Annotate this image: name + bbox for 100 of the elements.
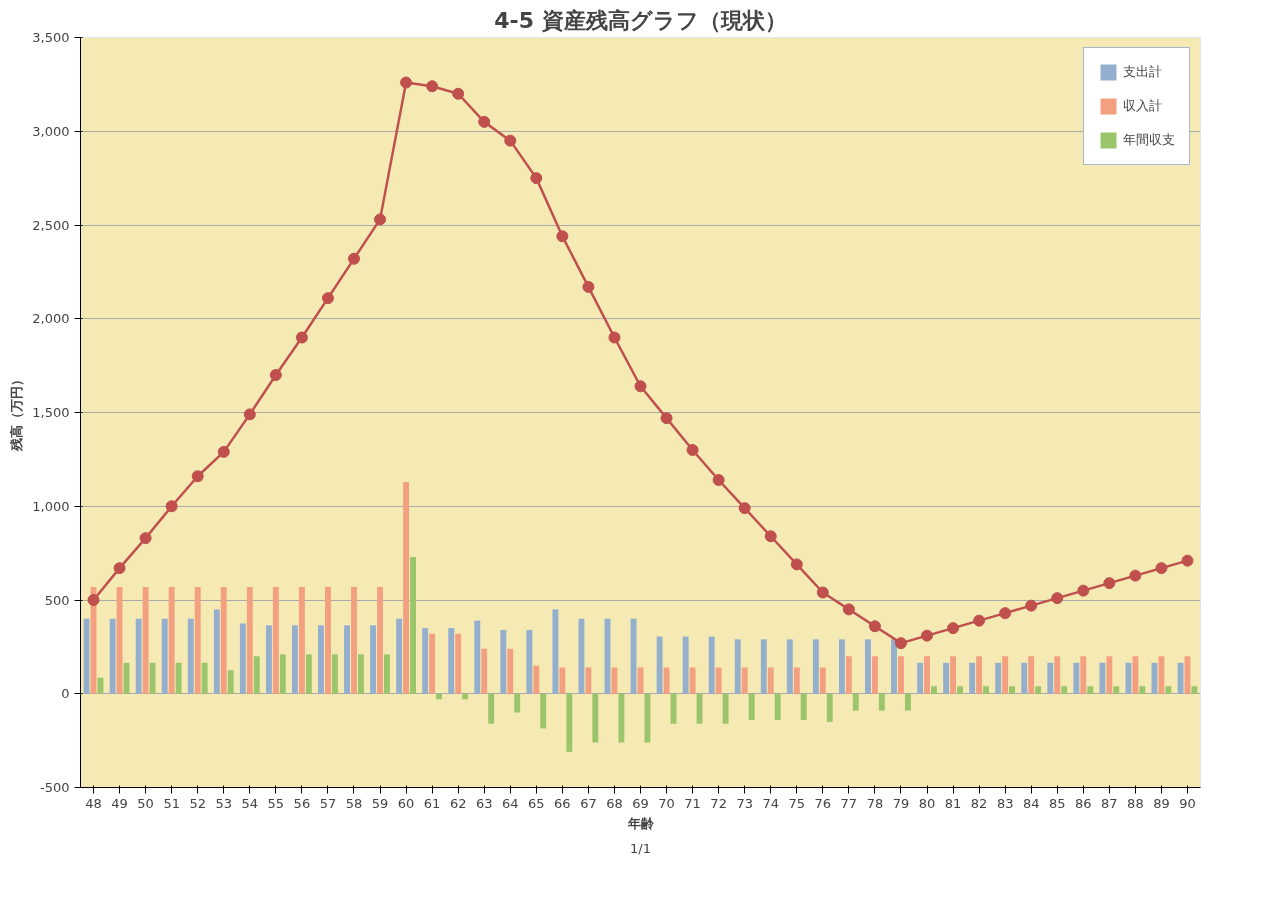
bar	[950, 656, 957, 694]
bar	[1028, 656, 1035, 694]
bar	[1021, 662, 1028, 694]
point	[894, 637, 907, 650]
bar	[187, 618, 194, 694]
bar	[1099, 662, 1106, 694]
bar	[142, 586, 149, 694]
bar	[852, 693, 859, 711]
bar	[1132, 656, 1139, 694]
bar	[878, 693, 885, 711]
point	[478, 115, 491, 128]
bar	[279, 654, 286, 694]
bar	[220, 586, 227, 694]
bar	[741, 667, 748, 694]
bar	[904, 693, 911, 711]
x-tick-label: 58	[345, 795, 363, 811]
point	[139, 532, 152, 545]
bar	[272, 586, 279, 694]
y-tick-label: 2,500	[32, 217, 70, 233]
x-tick-label: 88	[1127, 795, 1144, 811]
bar	[377, 586, 383, 694]
bar	[331, 654, 338, 694]
bar	[175, 662, 182, 694]
bar	[507, 648, 514, 694]
bar	[109, 618, 116, 694]
bar	[767, 667, 774, 694]
point	[634, 380, 647, 393]
x-tick-label: 64	[502, 795, 519, 811]
x-tick-label: 84	[1022, 795, 1040, 811]
y-tick-label: 0	[61, 686, 70, 702]
y-tick-label: 1,500	[32, 405, 70, 420]
x-tick-label: 48	[85, 795, 102, 811]
bar	[436, 693, 443, 700]
bar	[83, 618, 90, 694]
x-tick-label: 57	[319, 795, 337, 811]
point	[191, 470, 204, 483]
bar	[1139, 686, 1146, 694]
bar	[585, 667, 592, 694]
bar	[924, 656, 930, 694]
bar	[403, 481, 410, 694]
point	[764, 530, 777, 543]
bar	[298, 586, 305, 694]
bar	[429, 633, 436, 694]
x-tick-label: 87	[1101, 795, 1118, 811]
x-tick-label: 56	[293, 795, 311, 811]
bar	[514, 693, 521, 713]
y-tick-label: 3,500	[32, 30, 70, 45]
x-tick-label: 74	[762, 795, 780, 811]
bar	[715, 667, 722, 694]
bar	[689, 667, 696, 694]
point	[1103, 577, 1116, 590]
x-tick-label: 82	[970, 795, 988, 811]
chart-title: 4-5 資産残高グラフ（現状）	[494, 7, 787, 33]
bar	[1158, 656, 1165, 694]
bar	[865, 639, 871, 694]
text: 1/1	[630, 840, 651, 856]
point	[269, 369, 282, 381]
bar	[656, 636, 663, 694]
bar	[819, 667, 826, 694]
point	[530, 172, 543, 185]
legend-label: 年間収支	[1123, 131, 1175, 149]
point	[295, 331, 308, 344]
bar	[1047, 662, 1054, 694]
bar	[552, 609, 559, 694]
x-tick-label: 67	[580, 795, 597, 811]
bar	[351, 586, 357, 694]
point	[712, 474, 725, 486]
bar	[760, 639, 767, 694]
x-tick-label: 65	[528, 795, 545, 811]
x-tick-label: 71	[684, 795, 701, 811]
point	[973, 614, 986, 627]
bar	[422, 628, 429, 694]
x-tick-label: 83	[996, 795, 1014, 811]
legend-label: 収入計	[1123, 97, 1162, 115]
bar	[168, 586, 175, 694]
bar	[1165, 686, 1172, 694]
y-tick-label: 3,000	[32, 123, 70, 139]
bar	[1125, 662, 1132, 694]
point	[660, 412, 673, 425]
bar	[474, 620, 481, 694]
bar	[500, 630, 507, 694]
bar	[1106, 656, 1113, 694]
bar	[227, 670, 234, 694]
bar	[1073, 662, 1080, 694]
point	[582, 280, 595, 293]
bar	[292, 625, 298, 694]
bar	[793, 667, 800, 694]
point	[87, 594, 100, 606]
bar	[898, 656, 904, 694]
bar	[1009, 686, 1016, 694]
bar	[161, 618, 168, 694]
point	[842, 603, 855, 616]
point	[738, 502, 751, 515]
x-axis-title: 年齢	[626, 815, 655, 831]
x-tick-label: 70	[658, 795, 675, 811]
point	[426, 80, 439, 93]
bar	[592, 693, 599, 743]
bar	[917, 662, 924, 694]
bar	[253, 656, 260, 694]
point	[400, 76, 413, 89]
